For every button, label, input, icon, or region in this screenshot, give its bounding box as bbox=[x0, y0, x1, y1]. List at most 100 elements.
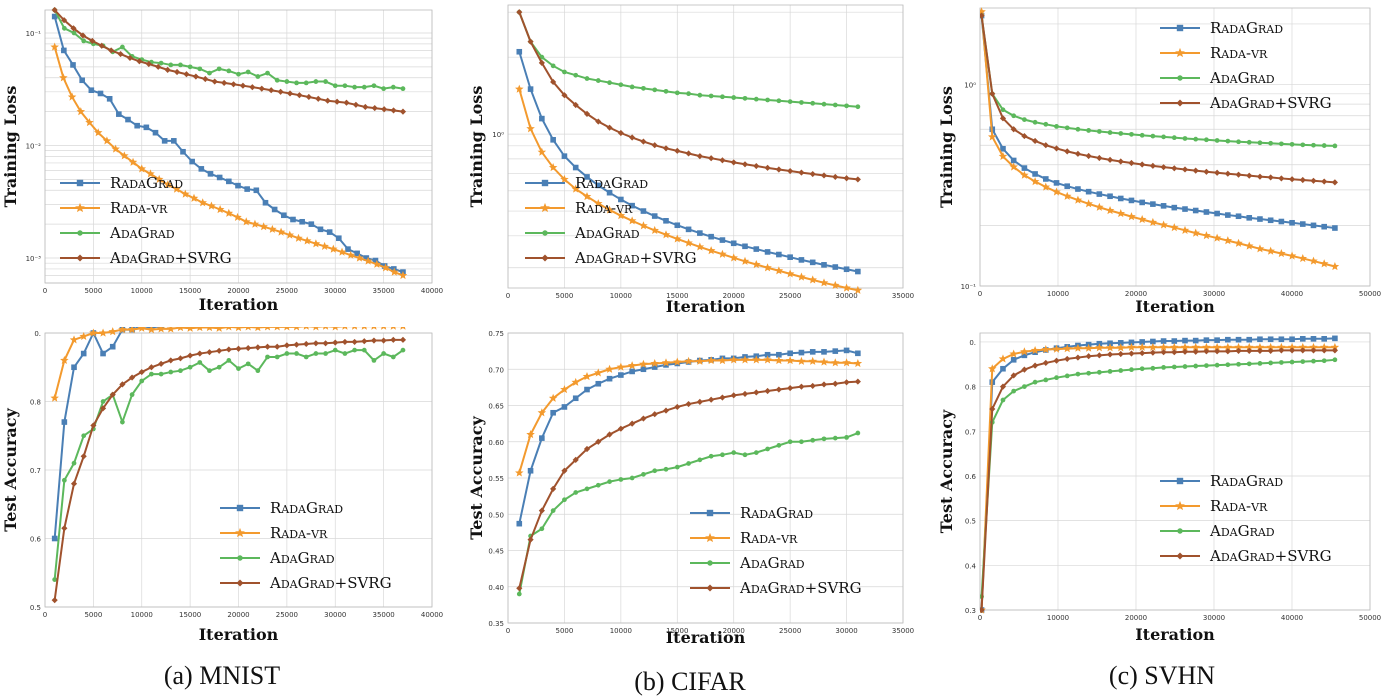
data-point bbox=[1107, 193, 1113, 200]
data-point bbox=[1202, 231, 1211, 240]
data-point bbox=[1053, 357, 1060, 364]
data-point bbox=[695, 356, 705, 365]
data-point bbox=[1212, 342, 1222, 351]
data-point bbox=[284, 313, 290, 319]
data-point bbox=[155, 63, 162, 70]
data-point bbox=[305, 93, 312, 101]
data-point bbox=[108, 327, 117, 336]
legend-label: AdaGrad+SVRG bbox=[574, 249, 697, 267]
data-point bbox=[1244, 342, 1254, 351]
data-point bbox=[1257, 216, 1263, 222]
x-tick-label: 20000 bbox=[723, 627, 745, 635]
data-point bbox=[719, 394, 726, 401]
x-tick-label: 30000 bbox=[324, 287, 346, 295]
x-tick-label: 30000 bbox=[1203, 290, 1225, 298]
y-tick-label: 0.8 bbox=[965, 384, 976, 392]
data-point bbox=[595, 182, 602, 189]
data-point bbox=[763, 263, 772, 272]
data-point bbox=[80, 453, 87, 460]
data-point bbox=[1054, 124, 1059, 129]
legend-item: AdaGrad+SVRG bbox=[60, 249, 232, 267]
data-point bbox=[1053, 180, 1060, 186]
data-point bbox=[673, 234, 682, 243]
data-point bbox=[1321, 143, 1327, 148]
data-point bbox=[775, 166, 782, 173]
series-rada-vr bbox=[980, 342, 1340, 614]
legend-label: RadaGrad bbox=[1210, 472, 1283, 490]
data-point bbox=[527, 467, 534, 474]
series-rada-vr bbox=[50, 327, 406, 402]
data-point bbox=[673, 357, 682, 366]
data-point bbox=[1321, 223, 1327, 230]
data-point bbox=[516, 48, 523, 55]
data-point bbox=[765, 446, 770, 452]
data-point bbox=[831, 280, 840, 289]
data-point bbox=[61, 25, 67, 31]
data-point bbox=[595, 78, 601, 83]
data-point bbox=[1321, 178, 1328, 185]
y-axis-label: Test Accuracy bbox=[937, 409, 956, 533]
data-point bbox=[1192, 167, 1199, 174]
data-point bbox=[274, 327, 280, 331]
data-point bbox=[341, 338, 349, 345]
chart-panel-5: 0 5000 10000 15000 20000 25000 30000 35000 0.35 0… bbox=[467, 330, 914, 647]
data-point bbox=[594, 368, 603, 377]
data-point bbox=[1128, 339, 1135, 346]
data-point bbox=[156, 327, 166, 333]
data-point bbox=[988, 364, 997, 373]
data-point bbox=[539, 526, 545, 532]
data-point bbox=[108, 47, 115, 54]
chart-panel-6: 0 10000 20000 30000 40000 50000 0.3 0.4 0.5 0.6 0.… bbox=[937, 332, 1381, 644]
data-point bbox=[1204, 363, 1209, 368]
data-point bbox=[539, 54, 545, 60]
data-point bbox=[674, 147, 681, 154]
data-point bbox=[798, 383, 805, 390]
data-point bbox=[361, 327, 367, 330]
data-point bbox=[271, 206, 278, 213]
data-point bbox=[119, 381, 126, 388]
data-point bbox=[274, 343, 281, 350]
data-point bbox=[399, 108, 407, 115]
data-point bbox=[286, 90, 294, 97]
data-point bbox=[821, 262, 827, 268]
y-tick-label: 0.8 bbox=[30, 399, 41, 407]
data-point bbox=[1022, 384, 1027, 389]
data-point bbox=[216, 364, 222, 370]
data-point bbox=[1191, 228, 1200, 237]
legend-item: AdaGrad bbox=[1160, 69, 1275, 87]
data-point bbox=[1000, 145, 1006, 152]
data-point bbox=[1139, 350, 1146, 357]
data-point bbox=[294, 80, 299, 86]
x-axis-label: Iteration bbox=[1135, 297, 1215, 316]
data-point bbox=[998, 151, 1008, 161]
x-tick-label: 20000 bbox=[227, 287, 249, 295]
data-point bbox=[741, 390, 749, 397]
data-point bbox=[799, 100, 804, 105]
data-point bbox=[1150, 338, 1156, 345]
data-point bbox=[363, 256, 373, 265]
data-point bbox=[842, 358, 851, 367]
data-point bbox=[1073, 343, 1083, 352]
data-point bbox=[686, 91, 691, 97]
data-point bbox=[371, 83, 377, 89]
data-point bbox=[708, 155, 715, 162]
data-point bbox=[1011, 388, 1017, 394]
data-point bbox=[627, 361, 637, 370]
data-point bbox=[1149, 162, 1156, 169]
data-point bbox=[1127, 342, 1136, 351]
data-point bbox=[172, 184, 181, 193]
data-point bbox=[708, 93, 714, 99]
data-point bbox=[281, 212, 287, 219]
plot-frame bbox=[507, 332, 904, 624]
data-point bbox=[1319, 342, 1329, 351]
data-point bbox=[537, 408, 547, 417]
data-point bbox=[334, 98, 341, 105]
data-point bbox=[843, 175, 850, 182]
data-point bbox=[274, 77, 280, 83]
data-point bbox=[548, 393, 558, 402]
data-point bbox=[1267, 174, 1274, 181]
data-point bbox=[1310, 336, 1317, 342]
data-point bbox=[197, 360, 203, 365]
data-point bbox=[1139, 339, 1145, 345]
legend-label: AdaGrad bbox=[1209, 69, 1275, 87]
